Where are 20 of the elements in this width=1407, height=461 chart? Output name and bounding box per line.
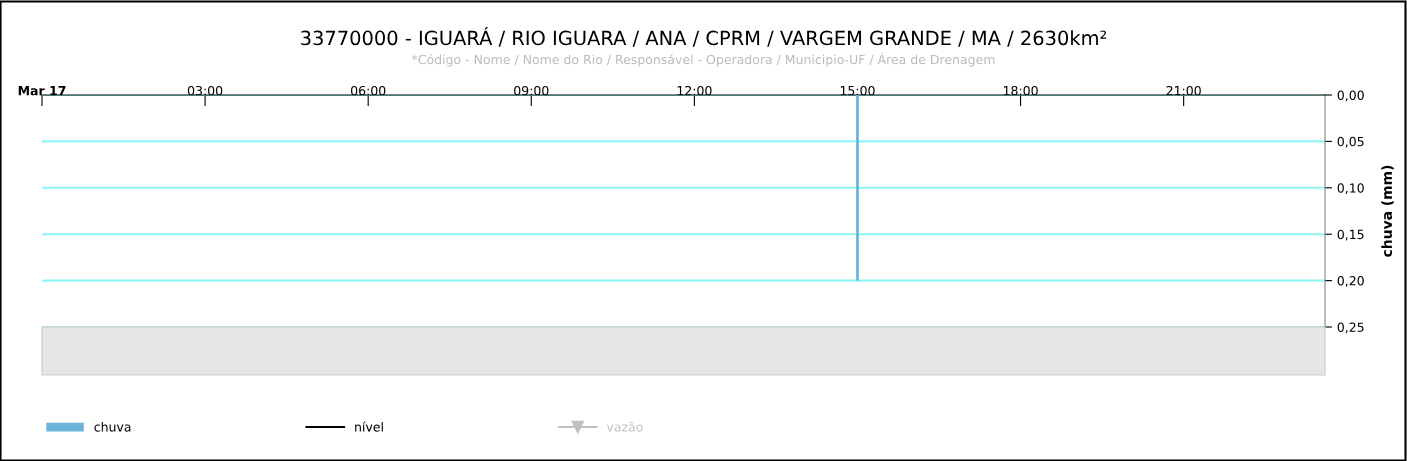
x-tick-label: 21:00 [1166,85,1201,96]
y-tick-label: 0,20 [1337,276,1364,287]
x-tick-label: 03:00 [187,85,223,96]
chart-subtitle: *Código - Nome / Nome do Rio / Responsável - Operadora / Municipio-UF / Área de Drenagem [411,52,995,67]
legend-label: chuva [94,421,131,432]
y-tick-label: 0,25 [1337,322,1364,334]
x-tick-label: Mar 17 [18,86,66,96]
chart-title: 33770000 - IGUARÁ / RIO IGUARA / ANA / CPRM / VARGEM GRANDE / MA / 2630km² [301,27,1107,47]
y-tick-label: 0,05 [1337,136,1364,148]
y-tick-label: 0,10 [1337,183,1364,194]
x-tick-label: 18:00 [1003,85,1038,96]
legend-label: vazão [606,421,643,432]
y-axis-title: chuva (mm) [1381,165,1394,257]
x-tick-label: 09:00 [514,85,549,96]
y-tick-label: 0,15 [1337,229,1364,241]
x-tick-label: 15:00 [840,85,875,96]
x-tick-label: 06:00 [351,85,386,96]
y-tick-label: 0,00 [1337,90,1364,102]
x-tick-label: 12:00 [677,85,712,96]
legend-label: nível [355,421,383,432]
